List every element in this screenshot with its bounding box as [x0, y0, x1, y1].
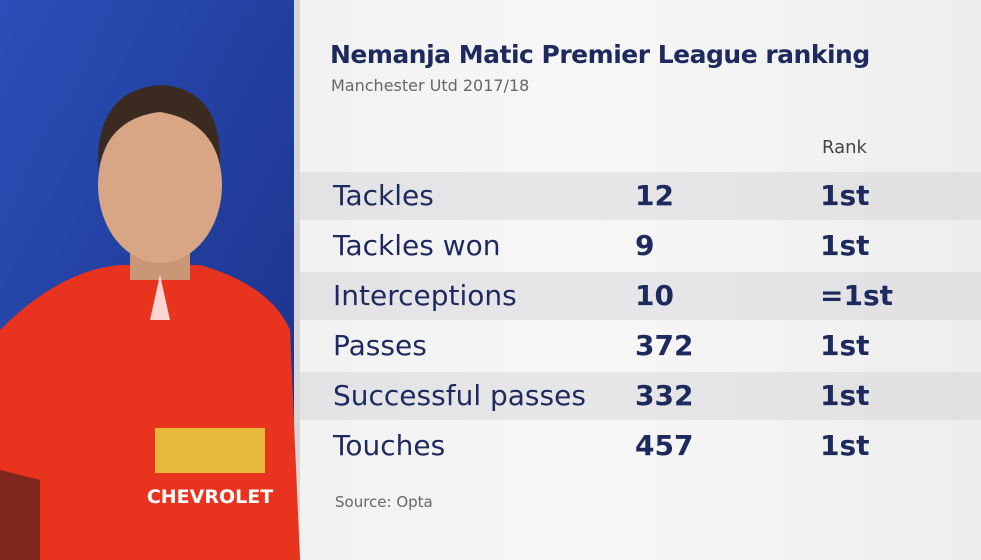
table-row: Tackles 12 1st [300, 172, 981, 220]
column-header: Rank [822, 137, 867, 158]
table-row: Tackles won 9 1st [300, 222, 981, 270]
stat-value: 332 [635, 379, 694, 412]
stat-name: Tackles [333, 179, 434, 212]
title: Nemanja Matic Premier League ranking [330, 40, 870, 69]
table-row: Interceptions 10 =1st [300, 272, 981, 320]
stat-rank: 1st [820, 229, 870, 262]
sponsor: CHEVROLET [147, 486, 273, 508]
stat-name: Passes [333, 329, 427, 362]
table-row: Touches 457 1st [300, 422, 981, 470]
stat-name: Interceptions [333, 279, 517, 312]
stat-name: Successful passes [333, 379, 586, 412]
stat-name: Touches [333, 429, 446, 462]
stat-value: 9 [635, 229, 655, 262]
stat-rank: 1st [820, 179, 870, 212]
stat-value: 457 [635, 429, 694, 462]
stat-rank: =1st [820, 279, 893, 312]
stat-value: 372 [635, 329, 694, 362]
table-row: Passes 372 1st [300, 322, 981, 370]
player-panel: CHEVROLET [0, 0, 300, 560]
source: Source: Opta [335, 493, 433, 511]
stat-rank: 1st [820, 329, 870, 362]
stat-rank: 1st [820, 429, 870, 462]
stat-name: Tackles won [333, 229, 501, 262]
subtitle: Manchester Utd 2017/18 [331, 76, 530, 95]
table-row: Successful passes 332 1st [300, 372, 981, 420]
stat-value: 12 [635, 179, 674, 212]
stat-rank: 1st [820, 379, 870, 412]
stat-value: 10 [635, 279, 674, 312]
